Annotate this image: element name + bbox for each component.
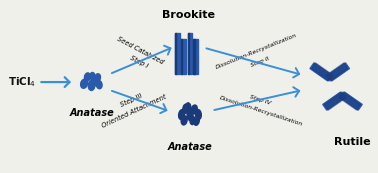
Ellipse shape [194,117,199,125]
Ellipse shape [179,110,184,120]
Ellipse shape [186,103,191,111]
Polygon shape [328,63,349,81]
Text: Rutile: Rutile [334,137,371,147]
Ellipse shape [195,110,201,120]
Ellipse shape [191,105,197,114]
Ellipse shape [183,104,189,113]
Text: Dissolution-Recrystallization: Dissolution-Recrystallization [219,95,303,127]
Ellipse shape [94,74,101,82]
Bar [194,39,198,74]
Ellipse shape [81,79,87,88]
Text: Step III: Step III [120,92,144,108]
Polygon shape [311,63,333,81]
Ellipse shape [187,110,193,120]
Ellipse shape [84,73,90,81]
Text: TiCl$_4$: TiCl$_4$ [8,75,36,89]
Text: Seed Catalyzed: Seed Catalyzed [116,36,164,66]
Ellipse shape [190,116,195,125]
Ellipse shape [96,80,102,89]
Bar [175,33,176,74]
Text: Step I: Step I [129,55,149,69]
Text: Step IV: Step IV [249,95,272,106]
Text: Anatase: Anatase [167,142,212,152]
Text: Oriented Attachment: Oriented Attachment [101,94,167,129]
Ellipse shape [90,72,95,80]
Bar [187,33,192,74]
Polygon shape [310,63,332,81]
Bar [181,39,182,74]
Text: Brookite: Brookite [161,10,215,20]
Bar [175,33,180,74]
Text: Anatase: Anatase [69,108,114,118]
Ellipse shape [181,116,187,125]
Polygon shape [324,92,346,110]
Polygon shape [326,63,348,81]
Ellipse shape [93,77,99,86]
Ellipse shape [88,80,95,90]
Bar [194,39,195,74]
Bar [187,33,189,74]
Polygon shape [339,92,361,110]
Text: Step II: Step II [250,56,270,68]
Bar [181,39,186,74]
Polygon shape [323,92,344,110]
Polygon shape [341,92,362,110]
Text: Dissolution-Recrystallization: Dissolution-Recrystallization [215,33,297,70]
